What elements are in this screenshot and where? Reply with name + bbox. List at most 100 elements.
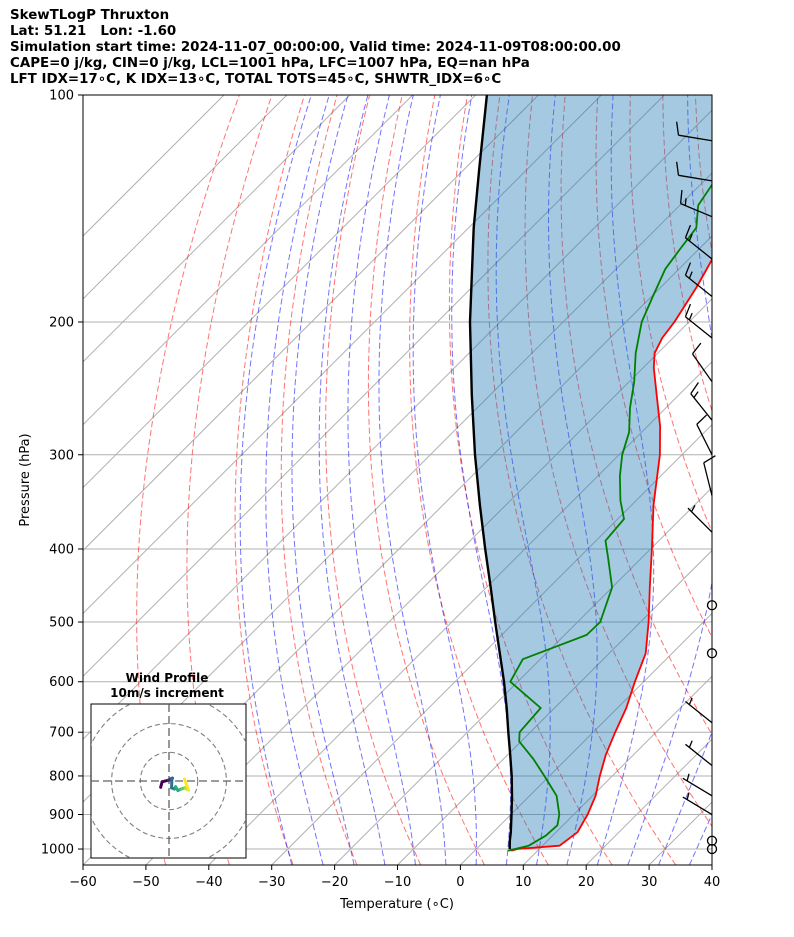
moist-adiabat [658,730,712,865]
wind-barb [684,303,713,339]
wind-barb-shaft [687,507,713,533]
wind-barb-flag [696,414,708,425]
wind-barb [691,342,713,383]
wind-barb-half-flag [686,792,690,800]
moist-adiabat [596,95,655,865]
isotherm-line [83,95,288,300]
moist-adiabat [752,95,794,865]
y-tick-label: 100 [49,89,74,104]
x-tick-label: 10 [515,875,532,890]
wind-barb-flag [684,262,692,276]
dry-adiabat [448,95,613,865]
isotherm-line [83,109,712,740]
hodograph-body [91,704,246,858]
y-tick-label: 800 [49,769,74,784]
moist-adiabat [451,95,512,865]
x-tick-label: −50 [132,875,159,890]
wind-barb-calm [706,600,718,611]
wind-barb [685,697,713,724]
dry-adiabat [761,95,794,865]
wind-barb-shaft [685,237,713,260]
dry-adiabat [728,95,794,865]
y-tick-label: 200 [49,315,74,330]
moist-adiabat [318,95,386,865]
isotherm-line [83,95,225,237]
x-tick-label: 0 [456,875,464,890]
wind-barb-flag [690,382,699,395]
y-tick-label: 300 [49,448,74,463]
wind-barb-flag [691,342,702,355]
wind-barb [687,504,713,533]
wind-barb-shaft [680,202,713,218]
y-tick-label: 700 [49,726,74,741]
isotherm-line [397,549,712,865]
chart-title: SkewTLogP Thruxton [10,8,170,23]
moist-adiabat [265,95,330,865]
isotherm-line [83,95,351,363]
dry-adiabat [662,95,712,413]
wind-barb-shaft [685,274,713,297]
x-tick-label: −40 [195,875,222,890]
index-line: LFT IDX=17∘C, K IDX=13∘C, TOTAL TOTS=45∘… [10,72,502,87]
dry-adiabat [280,95,358,865]
axes: −60 −50 −40 −30 −20 −10 0 10 20 30 40 100 200 300 400 5… [41,89,720,891]
dry-adiabat [629,95,712,533]
x-tick-label: 40 [704,875,721,890]
wind-barb [682,792,713,816]
wind-barb-flag [679,189,683,204]
wind-barb-flag [676,161,680,176]
wind-barb [684,262,713,297]
hodograph-title: Wind Profile [126,671,209,685]
background-lines [83,95,794,865]
hodograph-subtitle: 10m/s increment [110,686,224,700]
wind-barb [703,455,716,496]
x-tick-label: 30 [641,875,658,890]
x-axis-label: Temperature (∘C) [339,897,454,912]
wind-barb-shaft [696,424,713,456]
wind-barb-flag [703,455,716,464]
y-tick-label: 400 [49,542,74,557]
moist-adiabat [627,95,712,865]
x-tick-label: −20 [321,875,348,890]
isotherm-line [775,95,794,865]
isotherm-line [83,95,476,489]
moist-adiabat [495,95,551,865]
moist-adiabat [412,95,477,865]
wind-barb-half-flag [688,740,693,748]
wind-barbs [676,121,718,855]
isotherm-line [145,298,712,865]
y-tick-label: 900 [49,808,74,823]
isotherm-line [83,95,414,426]
isotherm-line [208,361,712,865]
moist-adiabat [548,95,598,865]
dry-adiabat [234,95,305,865]
wind-barb-half-flag [688,233,693,242]
wind-barb [684,224,713,260]
y-tick-label: 1000 [41,843,74,858]
wind-barb [679,189,713,218]
wind-barb-shaft [685,743,713,767]
y-axis-label: Pressure (hPa) [18,433,33,526]
x-tick-label: −10 [384,875,411,890]
wind-barb-half-flag [686,773,690,782]
isotherm-line [522,675,712,865]
wind-barb-half-flag [688,312,693,321]
temperature-line [510,257,712,852]
data-layer [468,95,712,852]
wind-barb [685,740,713,767]
wind-barb-shaft [682,796,713,816]
wind-barb-shaft [685,700,713,724]
y-tick-label: 500 [49,616,74,631]
dry-adiabat [487,95,677,865]
wind-barb [676,161,713,182]
moist-adiabat [291,95,355,865]
wind-barb-half-flag [693,391,699,398]
wind-barb-shaft [682,777,713,797]
moist-adiabat [239,95,312,865]
chart-header: SkewTLogP Thruxton Lat: 51.21 Lon: -1.60… [10,8,621,88]
moist-adiabat [720,95,794,865]
wind-barb-shaft [678,134,713,142]
wind-barb-flag [684,303,692,317]
dry-adiabat [560,95,712,736]
